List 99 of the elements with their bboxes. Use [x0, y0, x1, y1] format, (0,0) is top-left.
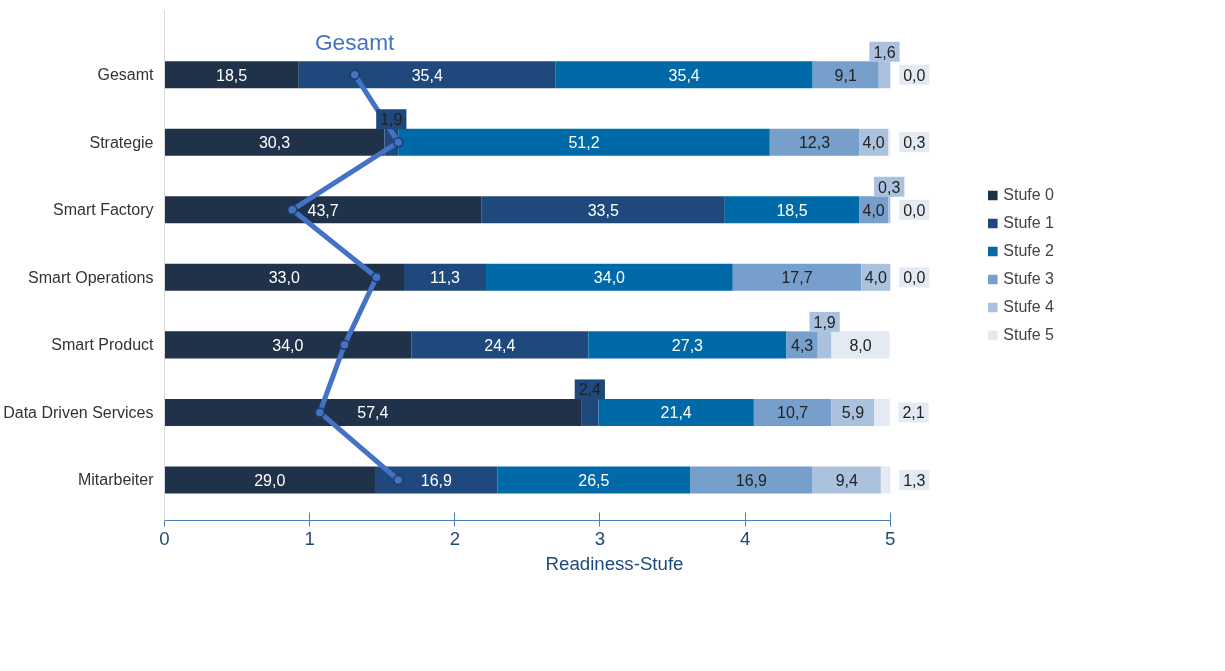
data-label: 2,4 [578, 381, 602, 399]
legend-label: Stufe 5 [1003, 326, 1054, 344]
data-label: 57,4 [357, 404, 389, 422]
point [371, 272, 382, 283]
data-label: 34,0 [593, 269, 626, 287]
x2-tick-label: 2 [449, 527, 461, 549]
bar [753, 398, 832, 426]
x2-tick-label: 5 [885, 527, 896, 549]
x2-axis-title: Readiness-Stufe [545, 552, 684, 574]
data-label: 10,7 [777, 404, 809, 422]
data-label: 16,9 [735, 471, 767, 489]
bar [724, 196, 860, 224]
bar [164, 128, 385, 156]
point [314, 407, 326, 418]
bar [880, 466, 891, 494]
data-label: 33,5 [587, 201, 619, 219]
data-label: 4,0 [862, 201, 885, 219]
data-label: 4,0 [862, 134, 885, 152]
data-label: 27,3 [671, 336, 704, 354]
series-label: Gesamt [315, 28, 396, 55]
bar [404, 263, 487, 291]
y-tick-label: Data Driven Services [3, 403, 154, 421]
y-tick-label: Gesamt [97, 66, 155, 84]
bar [812, 61, 879, 89]
legend-label: Stufe 1 [1003, 214, 1054, 232]
bar [831, 331, 890, 359]
legend-label: Stufe 3 [1003, 270, 1054, 288]
point [392, 136, 404, 148]
legend-label: Stufe 2 [1003, 242, 1054, 260]
bar [374, 466, 498, 494]
x2-tick-label: 0 [159, 527, 170, 549]
data-label: 11,3 [430, 269, 461, 287]
data-label: 33,0 [268, 269, 300, 287]
data-label: 18,5 [216, 66, 248, 84]
x2-tick-label: 4 [739, 527, 751, 549]
bar [555, 61, 813, 89]
data-label: 1,9 [813, 313, 836, 331]
bar [164, 398, 582, 426]
bar [164, 466, 375, 494]
bar [732, 263, 862, 291]
data-label: 0,0 [903, 201, 926, 219]
bar [164, 196, 482, 224]
bar [164, 61, 299, 89]
data-label: 35,4 [668, 66, 700, 84]
bar [769, 128, 860, 156]
data-label: 16,9 [420, 471, 452, 489]
data-label: 35,4 [411, 66, 443, 84]
bar [888, 128, 891, 156]
bar [164, 263, 405, 291]
data-label: 0,3 [903, 134, 926, 152]
data-label: 0,3 [878, 178, 901, 196]
point [339, 339, 350, 351]
data-label: 4,3 [791, 336, 814, 354]
bar [164, 331, 412, 359]
y-tick-label: Mitarbeiter [77, 471, 155, 489]
legend-label: Stufe 0 [1003, 186, 1054, 204]
data-label: 0,0 [903, 66, 926, 84]
data-label: 26,5 [578, 471, 610, 489]
x2-tick-label: 3 [594, 527, 606, 549]
legend-label: Stufe 4 [1003, 298, 1054, 316]
bar [812, 466, 881, 494]
data-label: 24,4 [484, 336, 516, 354]
data-label: 1,9 [380, 111, 403, 129]
point [392, 474, 404, 486]
data-label: 29,0 [254, 471, 286, 489]
data-label: 1,3 [903, 471, 926, 489]
data-label: 9,1 [834, 66, 857, 84]
data-label: 12,3 [798, 134, 831, 152]
data-label: 4,0 [864, 269, 888, 287]
data-label: 51,2 [568, 134, 600, 152]
data-label: 18,5 [776, 201, 808, 219]
bar [398, 128, 770, 156]
data-label: 17,7 [781, 269, 813, 287]
data-label: 0,0 [903, 269, 926, 287]
bar [689, 466, 813, 494]
data-label: 21,4 [660, 404, 692, 422]
bar [411, 331, 589, 359]
y-tick-label: Smart Operations [28, 268, 154, 286]
data-label: 43,7 [307, 201, 339, 219]
x2-tick-label: 1 [304, 527, 315, 549]
data-label: 9,4 [835, 471, 858, 489]
data-label: 1,6 [873, 43, 896, 61]
bar [481, 196, 725, 224]
y-tick-label: Smart Product [51, 336, 155, 354]
bar [874, 398, 890, 426]
data-label: 5,9 [841, 404, 865, 422]
data-label: 34,0 [272, 336, 304, 354]
bar [497, 466, 690, 494]
point [349, 69, 360, 80]
y-tick-label: Smart Factory [53, 201, 154, 219]
data-label: 2,1 [902, 404, 925, 422]
y-tick-label: Strategie [89, 133, 154, 151]
point [286, 204, 298, 216]
bar [298, 61, 556, 89]
bar [598, 398, 754, 426]
data-label: 8,0 [849, 336, 872, 354]
bar [588, 331, 787, 359]
data-label: 30,3 [258, 134, 291, 152]
bar [486, 263, 733, 291]
